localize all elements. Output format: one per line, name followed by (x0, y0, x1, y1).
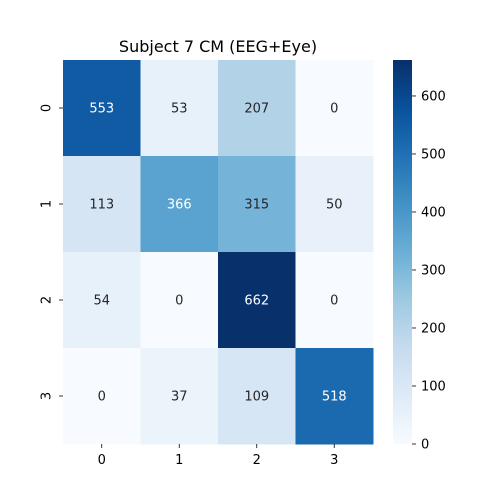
cell-value-label: 53 (171, 102, 188, 117)
colorbar-gradient (393, 60, 412, 444)
heatmap-cell-r1-c2 (218, 156, 296, 253)
cell-value-label: 37 (171, 390, 188, 405)
x-tick-label: 0 (98, 453, 106, 468)
x-axis: 0 1 2 3 (98, 444, 338, 468)
cell-value-label: 54 (93, 294, 110, 309)
colorbar-tick-label: 600 (421, 89, 446, 104)
heatmap-cell-r2-c1 (140, 252, 219, 349)
cell-value-label: 553 (89, 102, 114, 117)
colorbar-tick-label: 100 (421, 379, 446, 394)
cell-value-label: 662 (244, 294, 269, 309)
heatmap-cells (63, 60, 374, 445)
x-tick-label: 3 (330, 453, 338, 468)
colorbar: 0 100 200 300 400 500 600 (393, 60, 446, 453)
cell-value-label: 315 (244, 198, 269, 213)
colorbar-tick-label: 200 (421, 321, 446, 336)
cell-value-label: 0 (98, 390, 106, 405)
heatmap-cell-r0-c2 (218, 60, 296, 157)
heatmap-cell-r0-c1 (140, 60, 219, 157)
cell-value-label: 518 (322, 390, 347, 405)
heatmap-cell-r0-c3 (295, 60, 374, 157)
colorbar-tick-label: 500 (421, 147, 446, 162)
y-tick-label: 2 (40, 296, 55, 304)
colorbar-tick-label: 300 (421, 263, 446, 278)
y-tick-label: 1 (40, 200, 55, 208)
cell-value-label: 207 (244, 102, 269, 117)
heatmap-cell-r2-c2 (218, 252, 296, 349)
y-tick-label: 0 (40, 104, 55, 112)
heatmap-cell-r3-c0 (63, 348, 141, 445)
colorbar-tick-label: 400 (421, 205, 446, 220)
heatmap-cell-r2-c3 (295, 252, 374, 349)
cell-value-label: 113 (89, 198, 114, 213)
heatmap-cell-r3-c3 (295, 348, 374, 445)
heatmap-cell-r0-c0 (63, 60, 141, 157)
heatmap-cell-r2-c0 (63, 252, 141, 349)
cell-value-label: 0 (330, 102, 338, 117)
heatmap-cell-r1-c1 (140, 156, 219, 253)
heatmap-cell-r1-c0 (63, 156, 141, 253)
cell-value-label: 0 (175, 294, 183, 309)
y-axis: 0 1 2 3 (40, 104, 63, 400)
cell-value-label: 50 (326, 198, 343, 213)
heatmap-cell-r1-c3 (295, 156, 374, 253)
x-tick-label: 1 (175, 453, 183, 468)
cell-value-label: 109 (244, 390, 269, 405)
chart-title: Subject 7 CM (EEG+Eye) (119, 37, 317, 56)
cell-value-label: 366 (167, 198, 192, 213)
heatmap-cell-r3-c2 (218, 348, 296, 445)
y-tick-label: 3 (40, 392, 55, 400)
heatmap-cell-labels: 553 53 207 0 113 366 315 50 54 0 662 0 0 37 109 518 (89, 102, 346, 405)
cell-value-label: 0 (330, 294, 338, 309)
heatmap-cell-r3-c1 (140, 348, 219, 445)
x-tick-label: 2 (253, 453, 261, 468)
colorbar-tick-label: 0 (421, 438, 429, 453)
